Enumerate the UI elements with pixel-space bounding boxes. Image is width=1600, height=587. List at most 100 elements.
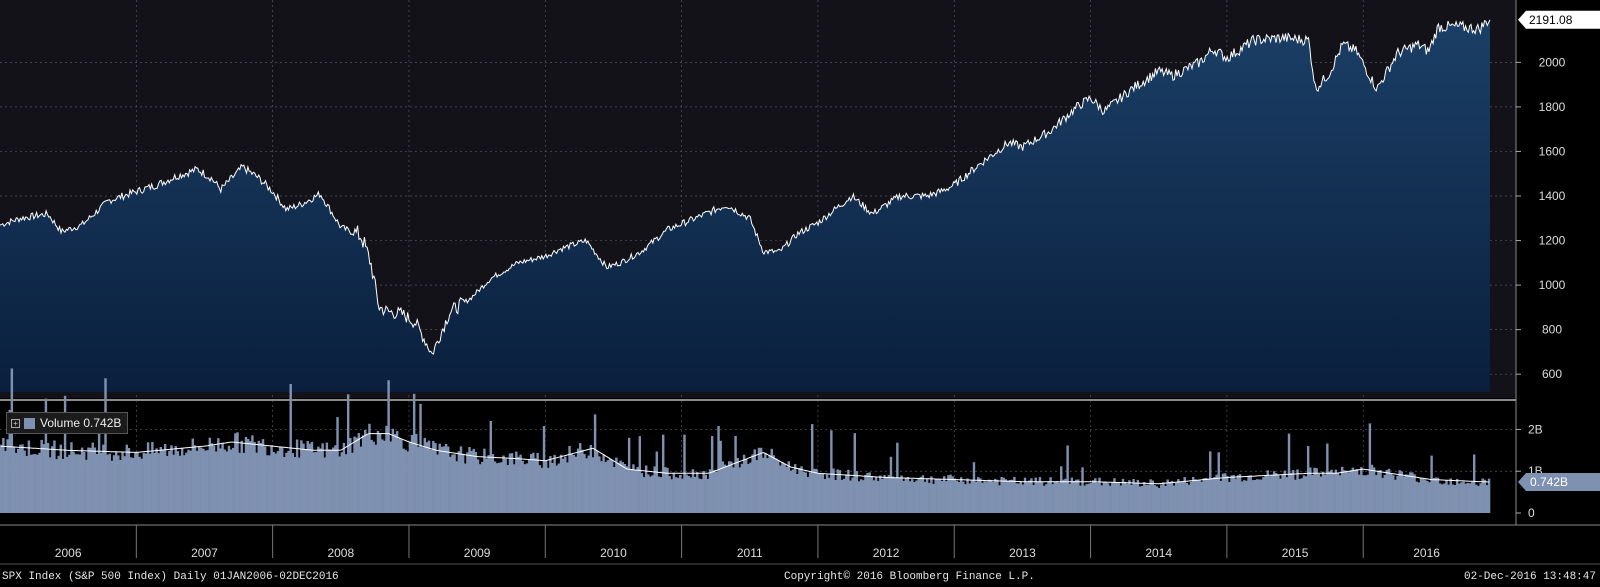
volume-bar (655, 451, 659, 513)
volume-bar (8, 409, 11, 513)
volume-bar (214, 451, 218, 513)
volume-bar (302, 443, 305, 513)
volume-bar (610, 460, 614, 513)
volume-legend[interactable]: + Volume 0.742B (6, 412, 129, 434)
volume-bar (1279, 478, 1282, 513)
volume-bar (1266, 470, 1269, 513)
volume-bar (608, 458, 612, 513)
footer-security-info: SPX Index (S&P 500 Index) Daily 01JAN200… (2, 571, 339, 583)
volume-bar (1117, 483, 1120, 513)
volume-bar (600, 461, 603, 513)
volume-bar (1321, 471, 1325, 513)
volume-bar (104, 378, 107, 513)
volume-bar (591, 457, 595, 513)
volume-bar (1100, 485, 1103, 513)
x-tick-label: 2012 (873, 546, 900, 560)
volume-bar (932, 483, 935, 513)
volume-bar (1438, 483, 1442, 513)
volume-bar (42, 444, 45, 513)
volume-bar (566, 462, 569, 513)
volume-bar (598, 456, 601, 513)
volume-bar (1400, 471, 1404, 513)
volume-bar (417, 446, 420, 513)
volume-bar (261, 439, 265, 513)
volume-bar (1134, 483, 1137, 513)
volume-bar (970, 480, 974, 513)
volume-bar (793, 464, 797, 513)
volume-bar (1143, 482, 1146, 513)
volume-bar (1002, 477, 1005, 513)
price-tick-label: 800 (1542, 323, 1562, 337)
volume-bar (659, 477, 663, 513)
volume-bar (161, 449, 165, 513)
volume-bar (525, 463, 529, 513)
volume-bar (891, 476, 895, 513)
volume-bar (547, 467, 550, 513)
volume-bar (734, 435, 737, 513)
volume-bar (155, 448, 158, 513)
volume-bar (979, 478, 982, 513)
volume-bar (255, 452, 258, 513)
volume-bar (174, 446, 177, 513)
volume-bar (95, 454, 99, 513)
volume-bar (449, 456, 452, 513)
volume-bar (851, 477, 854, 513)
volume-bar (434, 443, 437, 513)
price-tick-label: 1600 (1539, 144, 1566, 158)
volume-bar (1268, 476, 1272, 513)
volume-bar (406, 451, 409, 513)
volume-bar (653, 466, 656, 513)
volume-bar (702, 470, 705, 513)
volume-bar (1353, 469, 1357, 513)
volume-bar (625, 466, 629, 513)
volume-bar (1377, 470, 1380, 513)
volume-bar (159, 447, 163, 513)
volume-bar (1424, 479, 1427, 513)
volume-bar (1064, 478, 1067, 513)
volume-bar (802, 471, 805, 513)
volume-bar (879, 475, 882, 513)
volume-bar (183, 455, 186, 513)
volume-tick-label: 0 (1528, 506, 1535, 520)
volume-bar (1051, 483, 1054, 513)
volume-bar (1234, 478, 1237, 513)
expand-icon[interactable]: + (11, 418, 20, 428)
volume-bar (138, 456, 141, 513)
volume-bar (1021, 484, 1025, 513)
volume-bar (1189, 481, 1193, 513)
volume-bar (1145, 484, 1148, 513)
volume-bar (919, 476, 922, 513)
volume-bar (270, 445, 273, 513)
volume-bar (768, 454, 771, 513)
volume-bar (491, 454, 495, 513)
volume-bar (55, 459, 58, 513)
volume-bar (1106, 483, 1110, 513)
volume-bar (423, 437, 427, 513)
volume-bar (1074, 479, 1078, 513)
volume-bar (1113, 478, 1116, 513)
volume-bar (532, 452, 535, 513)
volume-bar (1375, 475, 1378, 513)
volume-bar (1217, 452, 1220, 513)
price-y-axis: 600 800 1000 1200 1400 1600 1800 2000 (1516, 55, 1566, 381)
volume-bar (1077, 479, 1080, 513)
volume-bar (83, 452, 86, 513)
volume-bar (31, 454, 35, 513)
volume-bar (229, 449, 233, 513)
volume-bar (757, 447, 761, 513)
volume-bar (38, 452, 41, 513)
footer-copyright: Copyright© 2016 Bloomberg Finance L.P. (784, 571, 1035, 583)
volume-bar (78, 454, 82, 513)
volume-bar (46, 443, 50, 513)
volume-bar (432, 441, 435, 513)
volume-bar (670, 479, 673, 513)
volume-bar (1183, 477, 1186, 513)
volume-bar (742, 454, 746, 513)
volume-bar (368, 423, 371, 513)
volume-bar (476, 459, 480, 513)
volume-bar (227, 445, 231, 513)
volume-bar (576, 448, 580, 513)
volume-bar (596, 450, 599, 513)
volume-bar (1294, 479, 1297, 513)
